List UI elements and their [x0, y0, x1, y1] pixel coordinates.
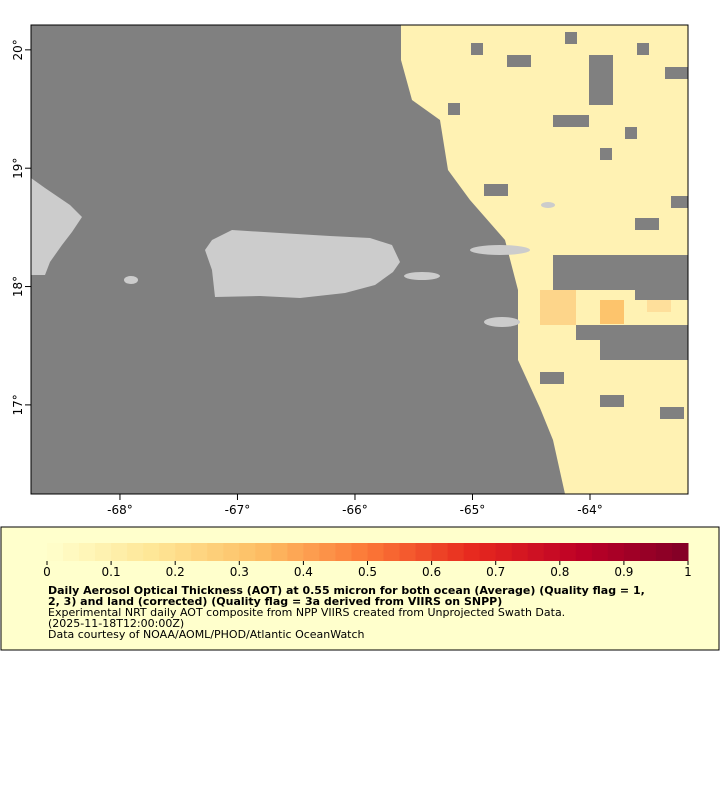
colorbar-swatch	[655, 543, 673, 561]
colorbar-tick-label: 0.4	[294, 565, 313, 579]
colorbar-swatch	[623, 543, 641, 561]
colorbar-swatch	[143, 543, 160, 561]
colorbar-swatch	[63, 543, 80, 561]
aot-field	[401, 25, 688, 494]
colorbar-swatch	[527, 543, 545, 561]
colorbar-swatch	[191, 543, 208, 561]
colorbar-tick-label: 0.5	[358, 565, 377, 579]
colorbar-swatch	[447, 543, 465, 561]
colorbar-swatch	[239, 543, 256, 561]
map-frame	[30, 24, 689, 495]
colorbar-tick-label: 0	[43, 565, 51, 579]
y-tick-label: 18°	[11, 276, 25, 297]
caption-title: Daily Aerosol Optical Thickness (AOT) at…	[48, 584, 645, 597]
land	[31, 178, 555, 327]
colorbar-swatch	[175, 543, 192, 561]
colorbar-swatch	[303, 543, 320, 561]
caption-note: Data courtesy of NOAA/AOML/PHOD/Atlantic…	[48, 628, 365, 641]
map	[30, 24, 689, 495]
caption: Daily Aerosol Optical Thickness (AOT) at…	[48, 584, 645, 641]
colorbar-swatch	[287, 543, 304, 561]
colorbar-swatch	[335, 543, 352, 561]
x-tick-label: -64°	[577, 503, 603, 517]
caption-title: 2, 3) and land (corrected) (Quality flag…	[48, 595, 502, 608]
colorbar-swatch	[511, 543, 529, 561]
colorbar-tick-label: 0.3	[230, 565, 249, 579]
colorbar-swatch	[111, 543, 128, 561]
colorbar-tick-label: 0.8	[550, 565, 569, 579]
colorbar-swatch	[575, 543, 593, 561]
colorbar-swatch	[319, 543, 336, 561]
colorbar-swatch	[607, 543, 625, 561]
colorbar-swatch	[399, 543, 417, 561]
colorbar-swatch	[47, 543, 64, 561]
axis-ticks: -68° -67° -66° -65° -64° 20° 19° 18° 17°	[11, 39, 603, 517]
y-tick-label: 20°	[11, 39, 25, 60]
colorbar-swatch	[367, 543, 385, 561]
colorbar-swatch	[207, 543, 224, 561]
colorbar-tick-label: 0.1	[102, 565, 121, 579]
colorbar-swatch	[639, 543, 657, 561]
colorbar-swatch	[671, 543, 689, 561]
colorbar-swatch	[159, 543, 176, 561]
x-tick-label: -68°	[107, 503, 133, 517]
colorbar-swatch	[479, 543, 497, 561]
colorbar-swatch	[591, 543, 609, 561]
colorbar-tick-label: 0.6	[422, 565, 441, 579]
no-data-cells	[448, 32, 688, 419]
aot-cell	[647, 300, 671, 312]
colorbar-tick-label: 0.2	[166, 565, 185, 579]
colorbar-tick-label: 0.9	[614, 565, 633, 579]
colorbar: 0 0.1 0.2 0.3 0.4 0.5 0.6 0.7 0.8 0.9 1	[43, 543, 692, 579]
colorbar-swatch	[351, 543, 368, 561]
x-tick-label: -67°	[225, 503, 251, 517]
aot-cell	[540, 290, 576, 325]
colorbar-swatch	[415, 543, 433, 561]
colorbar-swatch	[463, 543, 481, 561]
aot-cell	[600, 300, 624, 324]
colorbar-swatch	[79, 543, 96, 561]
colorbar-swatch	[95, 543, 112, 561]
caption-note: Experimental NRT daily AOT composite fro…	[48, 606, 565, 619]
colorbar-swatch	[543, 543, 561, 561]
x-tick-label: -66°	[342, 503, 368, 517]
colorbar-swatch	[255, 543, 272, 561]
caption-note: (2025-11-18T12:00:00Z)	[48, 617, 184, 630]
colorbar-swatch	[559, 543, 577, 561]
colorbar-swatch	[431, 543, 449, 561]
colorbar-tick-label: 1	[684, 565, 692, 579]
colorbar-swatch	[495, 543, 513, 561]
x-tick-label: -65°	[460, 503, 486, 517]
colorbar-swatch	[271, 543, 288, 561]
y-tick-label: 19°	[11, 158, 25, 179]
colorbar-swatch	[223, 543, 240, 561]
colorbar-swatch	[383, 543, 401, 561]
colorbar-swatch	[127, 543, 144, 561]
colorbar-tick-label: 0.7	[486, 565, 505, 579]
y-tick-label: 17°	[11, 394, 25, 415]
